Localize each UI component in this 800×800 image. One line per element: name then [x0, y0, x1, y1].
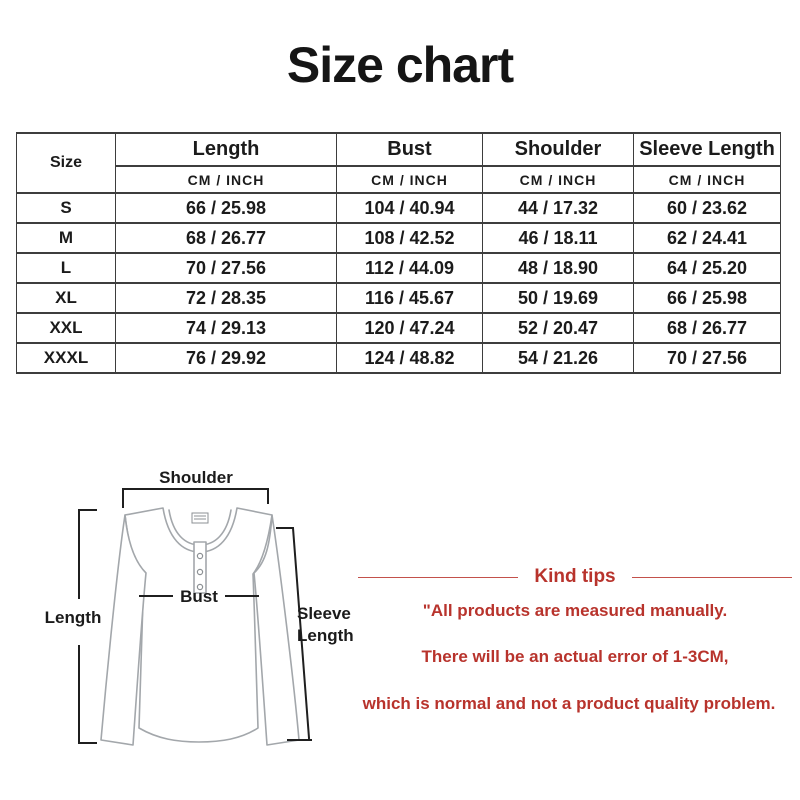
table-row-xxl: XXL 74 / 29.13 120 / 47.24 52 / 20.47 68…	[16, 312, 781, 344]
placket-button	[196, 583, 204, 591]
table-unit-row: CM / INCH CM / INCH CM / INCH CM / INCH	[17, 165, 781, 194]
unit-label: CM / INCH	[336, 165, 483, 194]
shirt-left-sleeve	[100, 514, 147, 746]
cell-length: 74 / 29.13	[115, 312, 337, 344]
cell-length: 66 / 25.98	[115, 192, 337, 224]
cell-length: 72 / 28.35	[115, 282, 337, 314]
cell-size: M	[16, 222, 116, 254]
cell-size: XL	[16, 282, 116, 314]
kind-tips-heading: Kind tips	[534, 566, 616, 587]
col-header-shoulder: Shoulder	[482, 132, 634, 167]
size-table-container: Size Length Bust Shoulder Sleeve Length …	[16, 132, 781, 374]
shirt-diagram-svg: Shoulder Length Bust Sleeve Length	[45, 468, 354, 746]
cell-shoulder: 48 / 18.90	[482, 252, 634, 284]
shoulder-measure-line	[122, 488, 269, 508]
cell-bust: 124 / 48.82	[336, 342, 483, 374]
cell-bust: 120 / 47.24	[336, 312, 483, 344]
col-header-sleeve-length: Sleeve Length	[633, 132, 781, 167]
tips-line-3: which is normal and not a product qualit…	[362, 694, 776, 713]
sleeve-length-label-line2: Length	[297, 626, 354, 645]
kind-tips-section: Kind tips "All products are measured man…	[358, 566, 792, 714]
bust-label: Bust	[180, 587, 218, 606]
length-label: Length	[45, 608, 102, 627]
cell-sleeve-length: 70 / 27.56	[633, 342, 781, 374]
table-row-l: L 70 / 27.56 112 / 44.09 48 / 18.90 64 /…	[16, 252, 781, 284]
table-row-s: S 66 / 25.98 104 / 40.94 44 / 17.32 60 /…	[16, 192, 781, 224]
unit-label: CM / INCH	[633, 165, 781, 194]
page-title: Size chart	[286, 37, 514, 93]
shirt-placket	[193, 541, 207, 594]
kind-tips-heading-row: Kind tips	[358, 566, 792, 588]
table-row-xxxl: XXXL 76 / 29.92 124 / 48.82 54 / 21.26 7…	[16, 342, 781, 374]
cell-length: 70 / 27.56	[115, 252, 337, 284]
col-header-length: Length	[115, 132, 337, 167]
col-header-bust: Bust	[336, 132, 483, 167]
tips-rule-left	[358, 576, 519, 578]
cell-sleeve-length: 68 / 26.77	[633, 312, 781, 344]
sleeve-length-label-line1: Sleeve	[297, 604, 351, 623]
sleeve-measure-line	[276, 527, 312, 741]
cell-sleeve-length: 60 / 23.62	[633, 192, 781, 224]
cell-length: 76 / 29.92	[115, 342, 337, 374]
placket-button	[196, 568, 204, 576]
cell-size: XXXL	[16, 342, 116, 374]
garment-measurement-diagram: Shoulder Length Bust Sleeve Length	[30, 438, 390, 783]
shirt-neck-label	[191, 512, 209, 524]
placket-button	[196, 552, 204, 560]
cell-bust: 116 / 45.67	[336, 282, 483, 314]
tips-line-1: "All products are measured manually.	[422, 601, 728, 620]
cell-sleeve-length: 62 / 24.41	[633, 222, 781, 254]
cell-bust: 112 / 44.09	[336, 252, 483, 284]
cell-shoulder: 54 / 21.26	[482, 342, 634, 374]
tips-line-2: There will be an actual error of 1-3CM,	[421, 647, 729, 666]
cell-bust: 108 / 42.52	[336, 222, 483, 254]
cell-shoulder: 44 / 17.32	[482, 192, 634, 224]
cell-shoulder: 50 / 19.69	[482, 282, 634, 314]
tips-rule-right	[631, 576, 792, 578]
cell-sleeve-length: 66 / 25.98	[633, 282, 781, 314]
unit-label: CM / INCH	[115, 165, 337, 194]
cell-shoulder: 52 / 20.47	[482, 312, 634, 344]
cell-size: XXL	[16, 312, 116, 344]
cell-size: L	[16, 252, 116, 284]
shoulder-label: Shoulder	[159, 468, 233, 487]
size-table: Size Length Bust Shoulder Sleeve Length …	[16, 132, 781, 374]
unit-label: CM / INCH	[482, 165, 634, 194]
cell-shoulder: 46 / 18.11	[482, 222, 634, 254]
cell-bust: 104 / 40.94	[336, 192, 483, 224]
cell-sleeve-length: 64 / 25.20	[633, 252, 781, 284]
table-header-row: Size Length Bust Shoulder Sleeve Length	[16, 132, 781, 194]
table-row-m: M 68 / 26.77 108 / 42.52 46 / 18.11 62 /…	[16, 222, 781, 254]
cell-size: S	[16, 192, 116, 224]
length-measure-line	[78, 509, 97, 744]
col-header-size: Size	[16, 132, 116, 194]
shirt-right-sleeve	[253, 514, 300, 746]
cell-length: 68 / 26.77	[115, 222, 337, 254]
table-row-xl: XL 72 / 28.35 116 / 45.67 50 / 19.69 66 …	[16, 282, 781, 314]
